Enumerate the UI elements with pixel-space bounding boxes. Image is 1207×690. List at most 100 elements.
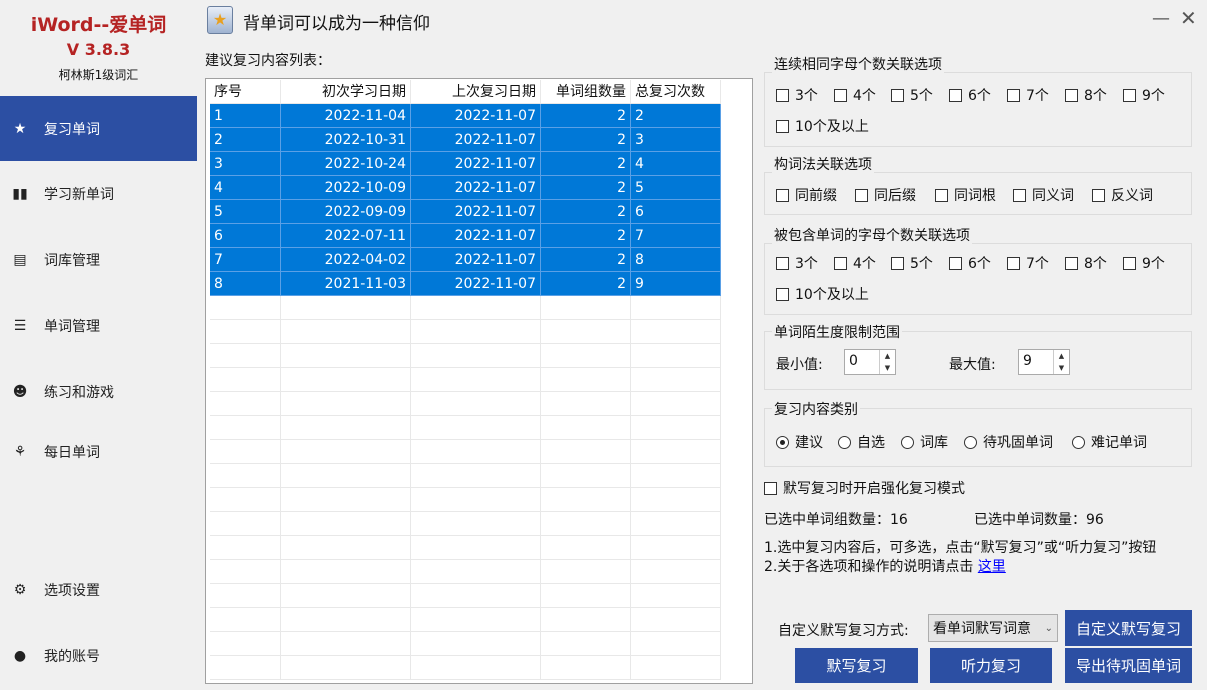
intensive-mode-checkbox[interactable]: 默写复习时开启强化复习模式 <box>764 478 965 498</box>
checkbox-box <box>1123 88 1136 102</box>
table-row[interactable] <box>210 344 721 368</box>
checkbox-option[interactable]: 8个 <box>1065 85 1107 105</box>
checkbox-option[interactable]: 4个 <box>834 85 876 105</box>
table-row[interactable]: 8 2021-11-03 2022-11-07 2 9 <box>210 272 721 296</box>
nav-daily[interactable]: ⚘ 每日单词 <box>0 419 197 484</box>
max-spinner[interactable]: 9 ▲ ▼ <box>1018 349 1070 375</box>
table-row[interactable]: 5 2022-09-09 2022-11-07 2 6 <box>210 200 721 224</box>
radio-option[interactable]: 自选 <box>838 432 885 452</box>
help-link[interactable]: 这里 <box>977 559 1006 575</box>
close-button[interactable]: ✕ <box>1180 6 1197 30</box>
spinner-arrows-icon[interactable]: ▲ ▼ <box>879 350 895 374</box>
table-row[interactable]: 4 2022-10-09 2022-11-07 2 5 <box>210 176 721 200</box>
checkbox-option[interactable]: 9个 <box>1123 253 1165 273</box>
select-value: 看单词默写词意 <box>933 621 1031 637</box>
table-row[interactable] <box>210 488 721 512</box>
wordbook-name: 柯林斯1级词汇 <box>58 68 139 82</box>
table-cell <box>541 344 631 368</box>
custom-dictation-button[interactable]: 自定义默写复习 <box>1065 610 1192 646</box>
table-cell <box>210 584 281 608</box>
dictation-review-button[interactable]: 默写复习 <box>795 648 918 683</box>
table-row[interactable] <box>210 536 721 560</box>
spinner-arrows-icon[interactable]: ▲ ▼ <box>1053 350 1069 374</box>
radio-circle <box>1072 435 1085 449</box>
min-value: 0 <box>849 353 858 369</box>
checkbox-option[interactable]: 10个及以上 <box>776 116 869 136</box>
minimize-button[interactable]: — <box>1152 8 1170 29</box>
nav-review[interactable]: ★ 复习单词 <box>0 96 197 161</box>
table-row[interactable] <box>210 608 721 632</box>
checkbox-option[interactable]: 5个 <box>891 85 933 105</box>
checkbox-option[interactable]: 9个 <box>1123 85 1165 105</box>
table-row[interactable] <box>210 416 721 440</box>
table-cell: 7 <box>631 224 721 248</box>
radio-option[interactable]: 待巩固单词 <box>964 432 1053 452</box>
nav-account[interactable]: ● 我的账号 <box>0 623 197 688</box>
checkbox-option[interactable]: 4个 <box>834 253 876 273</box>
table-row[interactable] <box>210 464 721 488</box>
checkbox-option[interactable]: 3个 <box>776 253 818 273</box>
nav-wordbook[interactable]: ▤ 词库管理 <box>0 227 197 292</box>
min-label: 最小值: <box>776 357 823 373</box>
custom-mode-select[interactable]: 看单词默写词意 ⌄ <box>928 614 1058 642</box>
checkbox-option[interactable]: 6个 <box>949 85 991 105</box>
radio-option[interactable]: 词库 <box>901 432 948 452</box>
table-cell: 8 <box>631 248 721 272</box>
listening-review-button[interactable]: 听力复习 <box>930 648 1052 683</box>
radio-option[interactable]: 难记单词 <box>1072 432 1147 452</box>
table-row[interactable] <box>210 392 721 416</box>
nav-label: 复习单词 <box>44 121 100 138</box>
table-row[interactable]: 7 2022-04-02 2022-11-07 2 8 <box>210 248 721 272</box>
table-row[interactable] <box>210 584 721 608</box>
export-words-button[interactable]: 导出待巩固单词 <box>1065 648 1192 683</box>
checkbox-option[interactable]: 10个及以上 <box>776 284 869 304</box>
table-cell: 2022-10-09 <box>281 176 411 200</box>
checkbox-option[interactable]: 6个 <box>949 253 991 273</box>
min-spinner[interactable]: 0 ▲ ▼ <box>844 349 896 375</box>
table-cell <box>210 392 281 416</box>
table-row[interactable] <box>210 368 721 392</box>
table-cell: 2022-11-07 <box>411 248 541 272</box>
checkbox-option[interactable]: 同义词 <box>1013 185 1074 205</box>
checkbox-box <box>1065 256 1078 270</box>
nav-settings[interactable]: ⚙ 选项设置 <box>0 557 197 622</box>
table-row[interactable] <box>210 320 721 344</box>
table-row[interactable] <box>210 656 721 680</box>
table-cell <box>210 320 281 344</box>
table-cell <box>631 512 721 536</box>
table-row[interactable]: 6 2022-07-11 2022-11-07 2 7 <box>210 224 721 248</box>
checkbox-option[interactable]: 反义词 <box>1092 185 1153 205</box>
table-row[interactable] <box>210 296 721 320</box>
radio-option[interactable]: 建议 <box>776 432 823 452</box>
table-cell <box>411 488 541 512</box>
checkbox-option[interactable]: 3个 <box>776 85 818 105</box>
table-row[interactable] <box>210 512 721 536</box>
checkbox-option[interactable]: 5个 <box>891 253 933 273</box>
table-row[interactable]: 2 2022-10-31 2022-11-07 2 3 <box>210 128 721 152</box>
checkbox-option[interactable]: 同前缀 <box>776 185 837 205</box>
table-cell: 2022-11-07 <box>411 176 541 200</box>
checkbox-option[interactable]: 7个 <box>1007 85 1049 105</box>
table-cell: 2 <box>541 152 631 176</box>
table-row[interactable] <box>210 440 721 464</box>
nav-games[interactable]: ☻ 练习和游戏 <box>0 359 197 424</box>
table-cell <box>281 296 411 320</box>
checkbox-option[interactable]: 8个 <box>1065 253 1107 273</box>
table-cell: 2022-10-31 <box>281 128 411 152</box>
checkbox-option[interactable]: 同词根 <box>935 185 996 205</box>
table-row[interactable]: 1 2022-11-04 2022-11-07 2 2 <box>210 104 721 128</box>
table-cell <box>281 488 411 512</box>
review-table[interactable]: 序号 初次学习日期 上次复习日期 单词组数量 总复习次数 1 2022-11-04 2022-… <box>205 78 753 684</box>
option-label: 8个 <box>1084 88 1107 104</box>
nav-learn[interactable]: ▮▮ 学习新单词 <box>0 161 197 226</box>
table-cell <box>631 368 721 392</box>
checkbox-option[interactable]: 同后缀 <box>855 185 916 205</box>
table-row[interactable]: 3 2022-10-24 2022-11-07 2 4 <box>210 152 721 176</box>
table-row[interactable] <box>210 560 721 584</box>
table-cell <box>281 608 411 632</box>
table-row[interactable] <box>210 632 721 656</box>
checkbox-option[interactable]: 7个 <box>1007 253 1049 273</box>
nav-words[interactable]: ☰ 单词管理 <box>0 293 197 358</box>
checkbox-box <box>776 88 789 102</box>
table-cell <box>631 320 721 344</box>
